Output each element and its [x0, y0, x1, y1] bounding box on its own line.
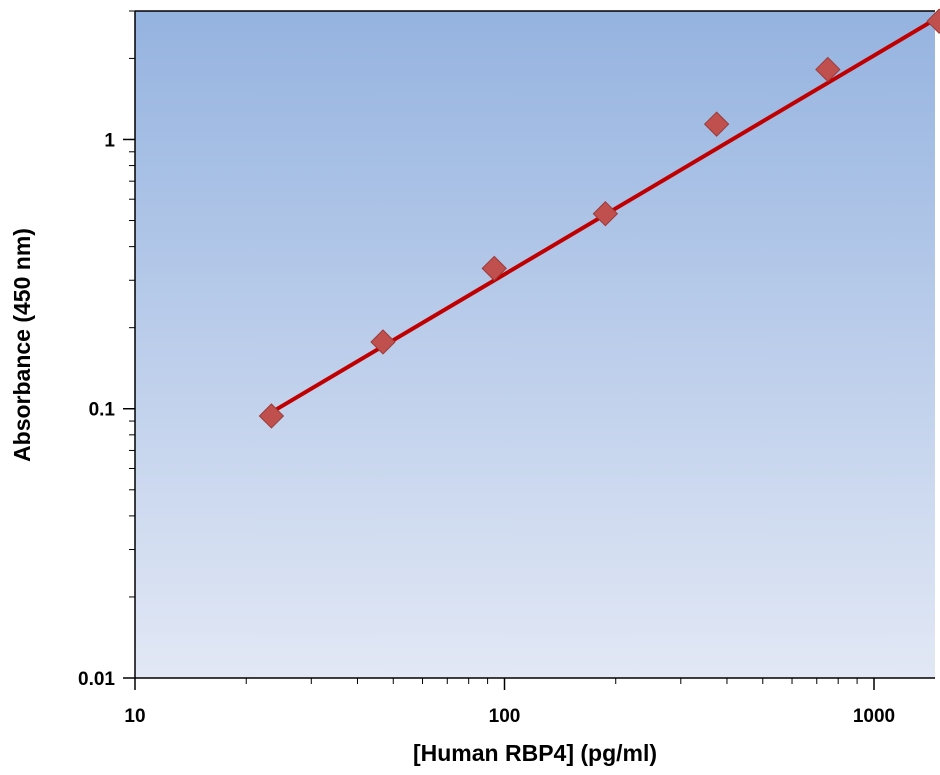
- data-point: [926, 8, 940, 34]
- minor-ticks: [129, 10, 858, 684]
- data-point: [815, 56, 841, 83]
- x-tick-label: 1000: [853, 706, 895, 727]
- major-ticks: [123, 138, 875, 690]
- y-tick-label: 0.01: [78, 669, 115, 690]
- y-tick-labels: 0.01 0.1 1: [78, 130, 115, 690]
- y-axis-title: Absorbance (450 nm): [9, 228, 35, 462]
- x-tick-labels: 10 100 1000: [124, 706, 895, 727]
- data-point: [258, 403, 285, 429]
- data-point: [592, 201, 619, 227]
- y-tick-label: 0.1: [89, 400, 116, 421]
- data-point: [703, 111, 730, 137]
- x-tick-label: 100: [489, 706, 521, 727]
- data-points: [258, 8, 940, 429]
- plot-area: [135, 11, 935, 678]
- y-tick-label: 1: [104, 130, 115, 151]
- data-point: [370, 329, 396, 355]
- x-axis-title: [Human RBP4] (pg/ml): [413, 740, 657, 766]
- x-tick-label: 10: [124, 706, 145, 727]
- data-point: [481, 255, 507, 282]
